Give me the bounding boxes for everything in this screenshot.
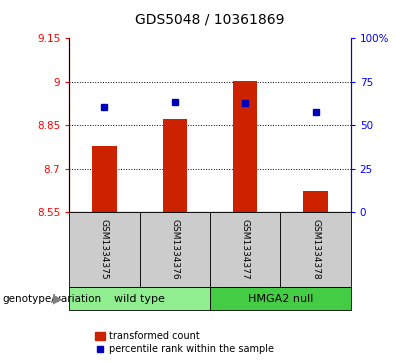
Text: genotype/variation: genotype/variation bbox=[2, 294, 101, 303]
Legend: transformed count, percentile rank within the sample: transformed count, percentile rank withi… bbox=[93, 330, 276, 356]
Text: HMGA2 null: HMGA2 null bbox=[248, 294, 313, 303]
Bar bbox=[303, 191, 328, 212]
Bar bbox=[92, 146, 117, 212]
Text: GSM1334376: GSM1334376 bbox=[171, 219, 179, 280]
Text: wild type: wild type bbox=[114, 294, 165, 303]
Text: GDS5048 / 10361869: GDS5048 / 10361869 bbox=[135, 13, 285, 27]
Text: GSM1334377: GSM1334377 bbox=[241, 219, 249, 280]
Bar bbox=[233, 81, 257, 212]
Bar bbox=[163, 119, 187, 212]
Text: GSM1334378: GSM1334378 bbox=[311, 219, 320, 280]
Text: GSM1334375: GSM1334375 bbox=[100, 219, 109, 280]
Text: ▶: ▶ bbox=[53, 292, 63, 305]
